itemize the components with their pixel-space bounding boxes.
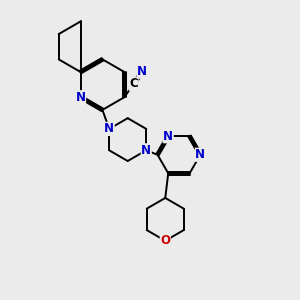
Text: N: N xyxy=(76,91,85,104)
Text: N: N xyxy=(137,65,147,78)
Text: N: N xyxy=(195,148,205,161)
Text: N: N xyxy=(141,144,151,157)
Text: N: N xyxy=(104,122,114,135)
Text: O: O xyxy=(160,234,170,247)
Text: C: C xyxy=(129,77,138,90)
Text: N: N xyxy=(163,130,173,143)
